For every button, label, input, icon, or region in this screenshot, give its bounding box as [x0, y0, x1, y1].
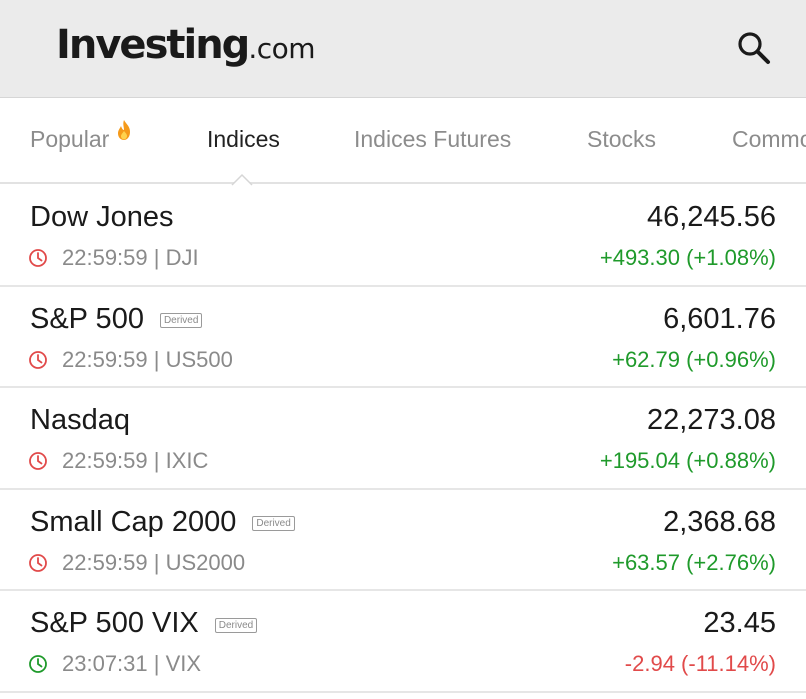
index-time-symbol: 22:59:59 | IXIC	[62, 448, 209, 473]
derived-badge: Derived	[214, 617, 258, 633]
index-meta: 22:59:59 | US500	[28, 347, 233, 373]
list-item[interactable]: S&P 500 Derived 22:59:59 | US500 6,601.7…	[0, 287, 806, 388]
app-header: Investing .com	[0, 0, 806, 98]
tab-indices-futures[interactable]: Indices Futures	[354, 126, 512, 152]
index-meta: 22:59:59 | US2000	[28, 550, 245, 576]
search-icon	[738, 32, 770, 64]
derived-badge: Derived	[252, 516, 295, 531]
index-name-line: S&P 500 VIX Derived	[30, 607, 258, 640]
list-item[interactable]: Small Cap 2000 Derived 22:59:59 | US2000…	[0, 490, 806, 591]
clock-icon	[29, 350, 47, 369]
index-time-symbol: 23:07:31 | VIX	[62, 651, 202, 676]
index-name-line: S&P 500 Derived	[30, 302, 203, 336]
logo-suffix: .com	[248, 32, 316, 65]
index-meta: 22:59:59 | IXIC	[28, 448, 208, 474]
index-change: +493.30 (+1.08%)	[599, 245, 776, 270]
index-price: 23.45	[703, 607, 776, 639]
index-meta: 23:07:31 | VIX	[28, 651, 201, 677]
clock-icon	[29, 553, 47, 572]
clock-icon	[29, 655, 47, 673]
list-item[interactable]: Dow Jones 22:59:59 | DJI 46,245.56 +493.…	[0, 185, 806, 287]
index-price: 46,245.56	[646, 201, 776, 233]
index-name: Small Cap 2000	[30, 505, 237, 538]
tab-commodities[interactable]: Commo	[732, 126, 806, 152]
index-price: 2,368.68	[663, 505, 776, 538]
index-name-line: Nasdaq	[30, 404, 130, 437]
fire-icon	[118, 120, 130, 140]
index-name: S&P 500 VIX	[30, 607, 199, 639]
investing-logo[interactable]: Investing .com	[56, 22, 316, 68]
index-time-symbol: 22:59:59 | DJI	[62, 245, 199, 270]
tab-popular[interactable]: Popular	[30, 126, 110, 152]
indices-list: Dow Jones 22:59:59 | DJI 46,245.56 +493.…	[0, 185, 806, 693]
index-name: Nasdaq	[30, 404, 130, 436]
tab-stocks[interactable]: Stocks	[587, 126, 657, 152]
index-name-line: Dow Jones	[30, 201, 173, 234]
index-price: 22,273.08	[646, 404, 776, 436]
index-change: +63.57 (+2.76%)	[612, 549, 776, 575]
index-meta: 22:59:59 | DJI	[28, 245, 199, 271]
index-price: 6,601.76	[663, 302, 776, 335]
derived-badge: Derived	[159, 313, 203, 328]
index-time-symbol: 22:59:59 | US2000	[62, 549, 246, 575]
index-time-symbol: 22:59:59 | US500	[62, 346, 233, 372]
search-button[interactable]	[734, 28, 774, 68]
index-change: -2.94 (-11.14%)	[624, 651, 776, 676]
index-name-line: Small Cap 2000 Derived	[30, 506, 295, 539]
category-tabs: Popular Indices Indices Futures Stocks C…	[0, 99, 806, 184]
clock-icon	[29, 249, 47, 267]
clock-icon	[29, 452, 47, 470]
tab-indices[interactable]: Indices	[207, 126, 280, 152]
list-item[interactable]: Nasdaq 22:59:59 | IXIC 22,273.08 +195.04…	[0, 388, 806, 490]
index-change: +195.04 (+0.88%)	[599, 448, 776, 473]
logo-wordmark: Investing	[56, 22, 250, 68]
index-change: +62.79 (+0.96%)	[612, 346, 776, 372]
list-item[interactable]: S&P 500 VIX Derived 23:07:31 | VIX 23.45…	[0, 591, 806, 693]
index-name: S&P 500	[30, 302, 144, 335]
active-tab-indicator	[231, 173, 253, 186]
index-name: Dow Jones	[30, 201, 174, 233]
